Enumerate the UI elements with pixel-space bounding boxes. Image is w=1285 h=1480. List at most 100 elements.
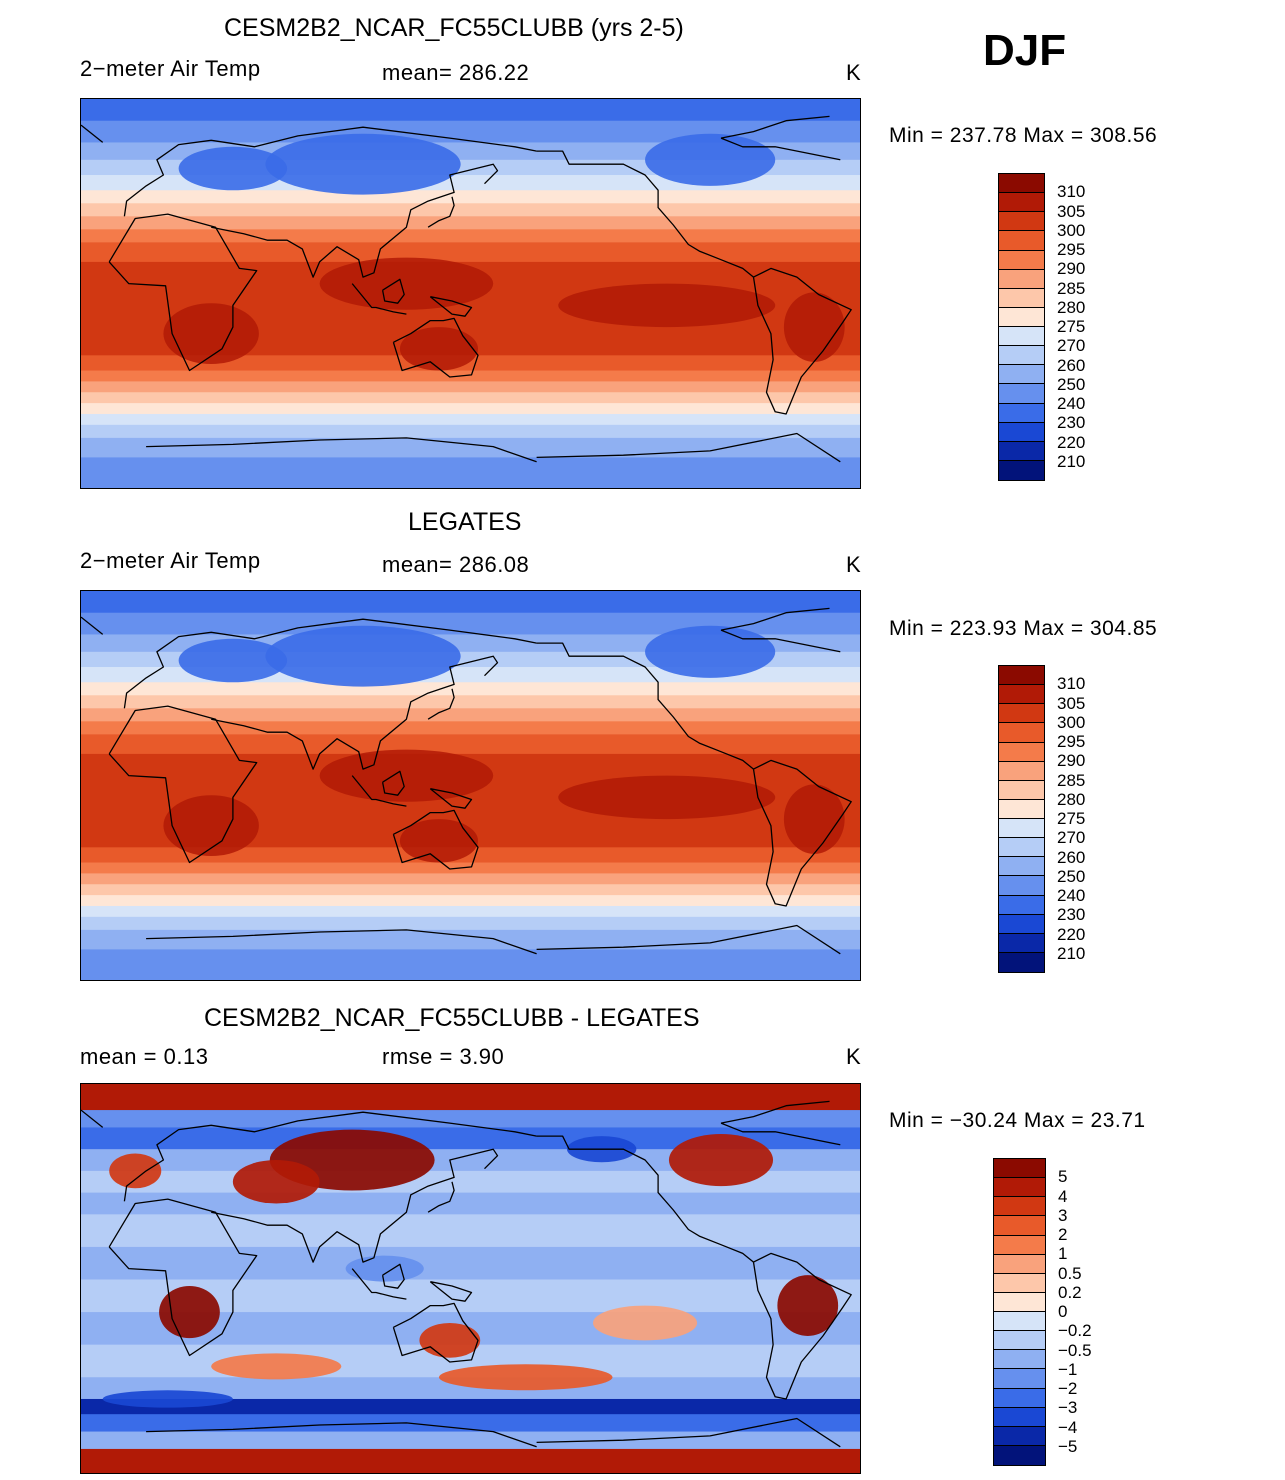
temperature-band <box>81 370 860 382</box>
colorbar-swatch <box>994 1369 1045 1389</box>
colorbar-swatch <box>994 1445 1045 1465</box>
coastline <box>429 296 473 317</box>
colorbar-swatch <box>999 704 1044 724</box>
colorbar-swatch <box>999 952 1044 972</box>
temperature-band <box>81 929 860 950</box>
difference-band <box>81 1448 860 1473</box>
colorbar-swatch <box>999 288 1044 308</box>
coastline <box>351 283 407 315</box>
temperature-band <box>81 847 860 864</box>
colorbar-swatch <box>999 838 1044 858</box>
cold-region <box>265 133 461 195</box>
colorbar-swatch <box>999 441 1044 461</box>
difference-region <box>102 1390 233 1408</box>
colorbar-swatch <box>999 914 1044 934</box>
colorbar-tick-label: −0.5 <box>1058 1340 1092 1360</box>
cold-region <box>178 638 288 683</box>
panel-3-map <box>80 1083 861 1474</box>
colorbar-swatch <box>999 422 1044 442</box>
coastline <box>392 809 479 870</box>
colorbar-tick-label: 280 <box>1057 789 1086 809</box>
temperature-band <box>81 424 860 439</box>
colorbar-swatch <box>999 685 1044 705</box>
coastline <box>146 924 841 955</box>
difference-region <box>438 1364 613 1391</box>
colorbar-swatch <box>999 212 1044 232</box>
coastline <box>392 1302 479 1363</box>
temperature-band <box>81 403 860 415</box>
colorbar-tick-label: 240 <box>1057 394 1086 413</box>
warm-region <box>558 283 776 328</box>
colorbar-tick-label: 210 <box>1057 943 1086 963</box>
coastline <box>429 1281 473 1302</box>
coastline <box>108 705 258 864</box>
colorbar-tick-label: −4 <box>1058 1417 1078 1437</box>
coastline <box>351 1268 407 1300</box>
colorbar-tick-label: −1 <box>1058 1359 1078 1379</box>
coastline <box>752 1252 852 1400</box>
colorbar-swatch <box>999 460 1044 480</box>
temperature-band <box>81 216 860 230</box>
colorbar-tick-label: −5 <box>1058 1436 1078 1456</box>
warm-region <box>783 292 845 362</box>
temperature-band <box>81 457 860 488</box>
coastline <box>123 618 537 709</box>
temperature-band <box>81 381 860 393</box>
colorbar-tick-label: 285 <box>1057 278 1086 298</box>
cold-region <box>178 146 288 191</box>
colorbar-tick-label: 305 <box>1057 201 1086 221</box>
panel-1-map <box>80 98 861 489</box>
coastline <box>146 432 841 463</box>
temperature-band <box>81 905 860 918</box>
cold-region <box>645 625 776 678</box>
colorbar-swatch <box>994 1350 1045 1370</box>
coastline <box>427 196 455 228</box>
colorbar-swatch <box>999 895 1044 915</box>
panel-1-title: CESM2B2_NCAR_FC55CLUBB (yrs 2-5) <box>224 14 684 42</box>
warm-region <box>163 795 259 857</box>
temperature-band <box>81 721 860 735</box>
colorbar-tick-label: 3 <box>1058 1205 1068 1225</box>
coastline <box>81 607 841 653</box>
difference-region <box>211 1353 342 1380</box>
difference-band <box>81 1246 860 1280</box>
colorbar-swatch <box>999 780 1044 800</box>
temperature-band <box>81 355 860 372</box>
panel-3-minmax: Min = −30.24 Max = 23.71 <box>889 1109 1146 1132</box>
difference-region <box>159 1286 220 1339</box>
colorbar-swatch <box>999 933 1044 953</box>
colorbar-swatch <box>999 799 1044 819</box>
colorbar-tick-label: 260 <box>1057 847 1086 867</box>
coastline <box>427 1181 455 1213</box>
coastline <box>211 163 499 278</box>
temperature-band <box>81 884 860 896</box>
colorbar-tick-label: 295 <box>1057 732 1086 751</box>
colorbar-swatch <box>994 1216 1045 1236</box>
colorbar-swatch <box>999 327 1044 347</box>
panel-3-mean: mean = 0.13 <box>80 1044 209 1069</box>
temperature-band <box>81 190 860 204</box>
colorbar-tick-label: 250 <box>1057 374 1086 394</box>
colorbar-swatch <box>999 231 1044 251</box>
panel-1-minmax: Min = 237.78 Max = 308.56 <box>889 124 1158 147</box>
panel-1-units: K <box>846 60 862 85</box>
colorbar-tick-label: 5 <box>1058 1167 1068 1187</box>
coastline <box>536 1135 754 1263</box>
colorbar-tick-label: 300 <box>1057 220 1086 240</box>
colorbar-tick-label: 220 <box>1057 432 1086 452</box>
panel-2-mean: mean= 286.08 <box>382 552 530 577</box>
colorbar-tick-label: 285 <box>1057 770 1086 790</box>
colorbar-tick-label: 210 <box>1057 451 1086 471</box>
colorbar-tick-label: −2 <box>1058 1379 1078 1398</box>
colorbar-tick-label: 0.5 <box>1058 1263 1082 1283</box>
difference-band <box>81 1398 860 1415</box>
colorbar-swatch <box>999 365 1044 385</box>
colorbar-swatch <box>999 403 1044 423</box>
difference-region <box>109 1153 162 1189</box>
cold-region <box>265 625 461 687</box>
difference-band <box>81 1192 860 1215</box>
panel-2-units: K <box>846 552 862 577</box>
colorbar-swatch <box>994 1254 1045 1274</box>
panel-2-title: LEGATES <box>408 508 522 536</box>
difference-region <box>668 1133 774 1187</box>
